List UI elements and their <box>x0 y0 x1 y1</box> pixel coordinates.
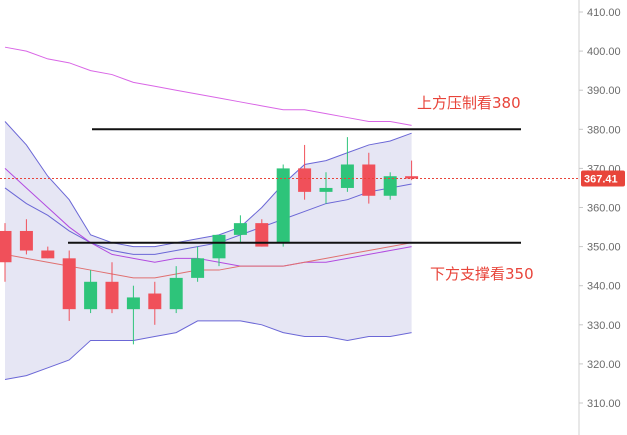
candle-body <box>298 168 312 192</box>
axis-tick-label: 410.00 <box>587 7 621 19</box>
candle <box>84 270 98 314</box>
candle <box>191 246 205 282</box>
candle <box>405 160 419 181</box>
candle-body <box>276 168 290 243</box>
current-price-label: 367.41 <box>584 174 618 186</box>
candle-body <box>62 258 76 310</box>
candle <box>340 137 354 192</box>
axis-tick-label: 400.00 <box>587 46 621 58</box>
candle-body <box>405 176 419 179</box>
candle-body <box>362 164 376 196</box>
candles-layer <box>0 137 419 345</box>
candle-body <box>255 223 269 247</box>
price-axis: 310.00320.00330.00340.00350.00360.00370.… <box>579 7 621 410</box>
candle <box>0 223 12 282</box>
indicator-line-0 <box>4 121 412 248</box>
candle <box>19 219 33 255</box>
candle <box>41 246 55 259</box>
axis-tick-label: 350.00 <box>587 242 621 254</box>
bollinger-band-fill <box>5 121 412 380</box>
candle-body <box>340 164 354 188</box>
support-resistance-layer <box>68 128 521 244</box>
axis-tick-label: 330.00 <box>587 320 621 332</box>
candle-body <box>41 250 55 259</box>
candle-body <box>169 277 183 310</box>
axis-tick-label: 340.00 <box>587 281 621 293</box>
indicator-line-3 <box>4 168 412 267</box>
axis-tick-label: 320.00 <box>587 359 621 371</box>
candle-body <box>319 187 333 192</box>
axis-tick-label: 380.00 <box>587 124 621 136</box>
candle <box>319 172 333 204</box>
candle <box>62 250 76 321</box>
candle <box>298 144 312 200</box>
axis-tick-label: 310.00 <box>587 398 621 410</box>
candle <box>126 285 140 345</box>
candle <box>276 164 290 247</box>
candle <box>148 281 162 325</box>
candle-body <box>126 297 140 310</box>
support-annotation: 下方支撑看350 <box>430 265 534 283</box>
resistance-annotation: 上方压制看380 <box>417 94 521 112</box>
current-price-tag-background <box>581 170 625 187</box>
bollinger-band-layer <box>5 121 412 380</box>
indicator-line-1 <box>4 183 412 255</box>
candle-body <box>105 281 119 310</box>
indicator-line-2 <box>4 320 412 381</box>
current-price-tag: 367.41 <box>581 170 625 187</box>
candle-body <box>233 223 247 235</box>
candle <box>212 234 226 267</box>
indicator-line-5 <box>4 46 412 126</box>
candle <box>233 215 247 243</box>
candle-body <box>84 281 98 310</box>
axis-tick-label: 360.00 <box>587 203 621 215</box>
candle-body <box>19 230 33 251</box>
candle-body <box>191 258 205 278</box>
candle-body <box>0 230 12 263</box>
candle <box>169 266 183 314</box>
axis-tick-label: 390.00 <box>587 85 621 97</box>
candle-body <box>212 234 226 259</box>
candle <box>383 172 397 200</box>
candle <box>105 262 119 314</box>
candle-body <box>383 176 397 196</box>
candle-body <box>148 293 162 310</box>
